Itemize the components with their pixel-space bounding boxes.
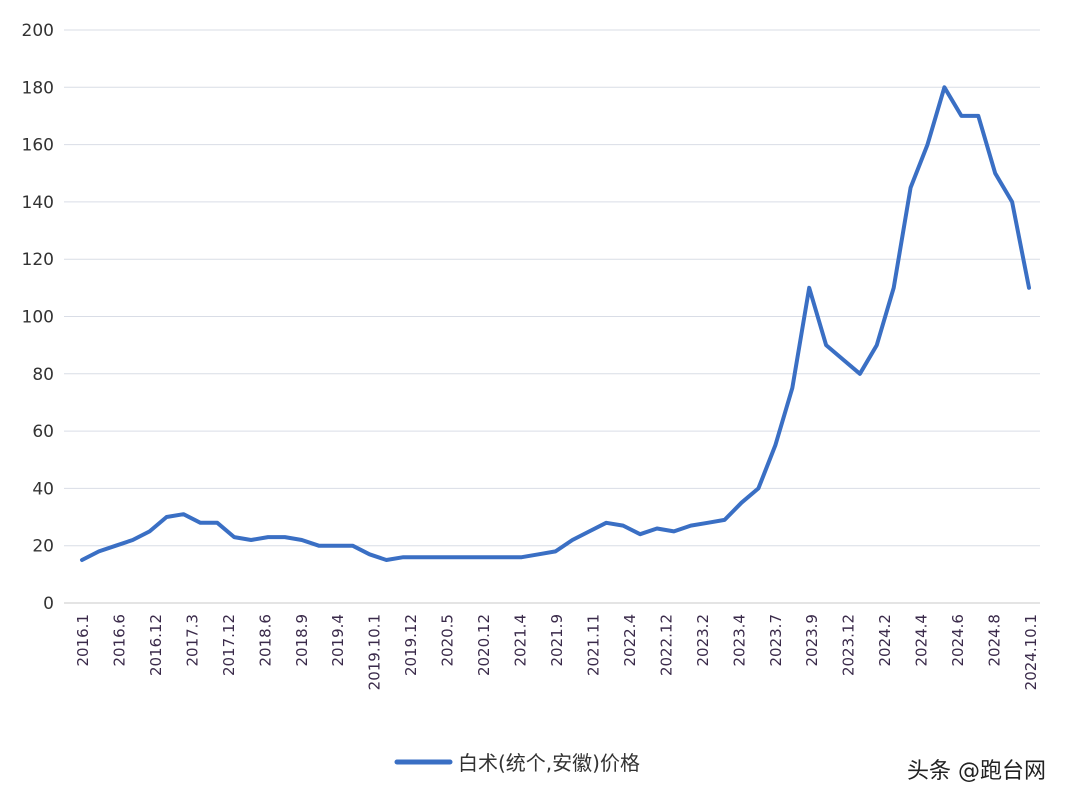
y-tick-label: 100: [22, 308, 54, 328]
legend-label: 白术(统个,安徽)价格: [458, 751, 640, 775]
x-tick-label: 2017.3: [183, 614, 201, 667]
series-layer: [80, 85, 1031, 562]
x-tick-label: 2019.4: [329, 614, 347, 667]
x-tick-label: 2017.12: [220, 614, 238, 676]
x-tick-label: 2022.12: [657, 614, 675, 676]
x-tick-label: 2018.6: [256, 614, 274, 667]
x-tick-label: 2016.6: [110, 614, 128, 667]
y-tick-label: 80: [32, 365, 54, 385]
x-tick-label: 2021.11: [584, 614, 602, 676]
y-tick-label: 120: [22, 250, 54, 270]
y-tick-label: 40: [32, 479, 54, 499]
legend: 白术(统个,安徽)价格: [394, 751, 640, 775]
x-axis-ticks: 2016.1 2016.6 2016.12 2017.3 2017.12 2018.6 20…: [74, 614, 1040, 690]
x-tick-label: 2024.4: [913, 614, 931, 667]
x-tick-label: 2024.2: [876, 614, 894, 667]
y-tick-label: 200: [22, 21, 54, 41]
y-tick-label: 140: [22, 193, 54, 213]
x-tick-label: 2023.12: [840, 614, 858, 676]
x-tick-label: 2021.4: [512, 614, 530, 667]
x-tick-label: 2019.10.1: [366, 614, 384, 690]
y-tick-label: 0: [43, 594, 54, 614]
x-tick-label: 2016.1: [74, 614, 92, 667]
gridlines: [64, 29, 1040, 547]
x-tick-label: 2019.12: [402, 614, 420, 676]
x-tick-label: 2020.5: [439, 614, 457, 667]
x-tick-label: 2021.9: [548, 614, 566, 667]
y-axis-ticks: 0 20 40 60 80 100 120 140 160 180 200: [22, 21, 54, 614]
x-tick-label: 2023.2: [694, 614, 712, 667]
x-tick-label: 2024.10.1: [1022, 614, 1040, 690]
series-line-0: [80, 85, 1031, 562]
x-tick-label: 2016.12: [147, 614, 165, 676]
x-tick-label: 2024.8: [986, 614, 1004, 667]
x-tick-label: 2022.4: [621, 614, 639, 667]
x-tick-label: 2023.4: [730, 614, 748, 667]
x-tick-label: 2020.12: [475, 614, 493, 676]
y-tick-label: 160: [22, 136, 54, 156]
x-tick-label: 2018.9: [293, 614, 311, 667]
y-tick-label: 180: [22, 78, 54, 98]
x-tick-label: 2023.7: [767, 614, 785, 667]
y-tick-label: 20: [32, 537, 54, 557]
watermark: 头条 @跑台网: [907, 759, 1046, 784]
x-tick-label: 2024.6: [949, 614, 967, 667]
x-tick-label: 2023.9: [803, 614, 821, 667]
y-tick-label: 60: [32, 422, 54, 442]
